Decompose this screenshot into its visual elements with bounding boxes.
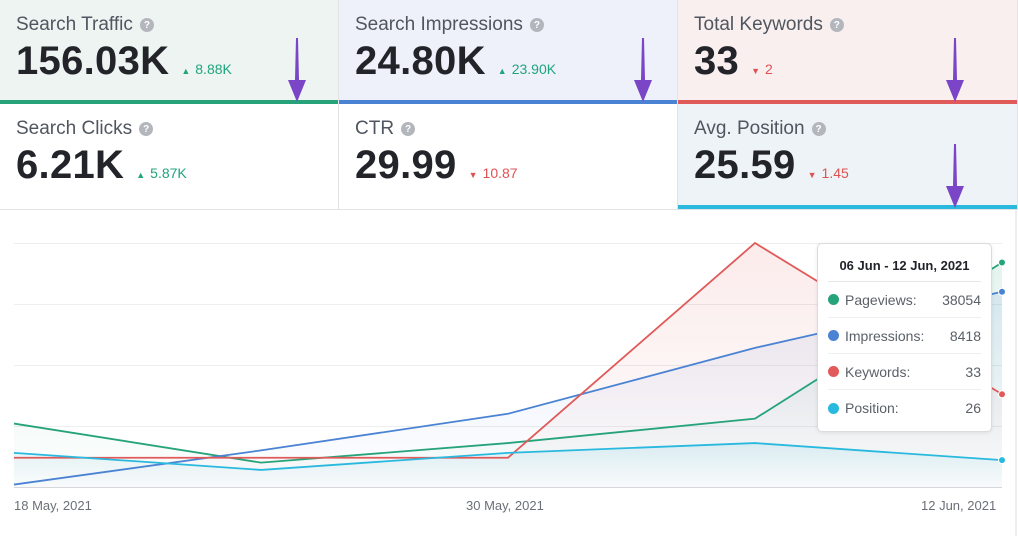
arrow-down-icon	[288, 38, 306, 102]
legend-dot-icon	[828, 294, 839, 305]
card-value: 156.03K	[16, 39, 170, 83]
scrollbar[interactable]	[1015, 210, 1017, 536]
card-delta: ▲ 8.88K	[181, 61, 232, 77]
stat-card-search-impressions[interactable]: Search Impressions? 24.80K ▲ 23.90K	[339, 0, 678, 104]
arrow-down-icon	[634, 38, 652, 102]
card-label: Total Keywords	[694, 14, 823, 35]
triangle-down-icon: ▼	[468, 170, 478, 180]
card-label: Search Impressions	[355, 14, 523, 35]
stat-card-total-keywords[interactable]: Total Keywords? 33 ▼ 2	[678, 0, 1018, 104]
x-tick-label: 30 May, 2021	[466, 498, 544, 513]
tooltip-row: Impressions: 8418	[828, 318, 981, 354]
gridline	[14, 365, 1002, 366]
card-value: 6.21K	[16, 143, 125, 187]
tooltip-row: Keywords: 33	[828, 354, 981, 390]
tooltip-label: Pageviews:	[845, 291, 917, 308]
tooltip-label: Keywords:	[845, 363, 911, 380]
delta-value: 5.87K	[150, 165, 187, 181]
triangle-up-icon: ▲	[181, 66, 191, 76]
arrow-down-icon	[946, 144, 964, 208]
gridline	[14, 304, 1002, 305]
card-label: Search Clicks	[16, 118, 133, 139]
help-icon[interactable]: ?	[811, 122, 826, 136]
card-delta: ▲ 23.90K	[498, 61, 556, 77]
delta-value: 10.87	[482, 165, 518, 181]
active-indicator	[678, 100, 1017, 104]
arrow-down-icon	[946, 38, 964, 102]
help-icon[interactable]: ?	[529, 18, 544, 32]
active-indicator	[678, 205, 1017, 209]
help-icon[interactable]: ?	[139, 18, 154, 32]
triangle-up-icon: ▲	[497, 66, 507, 76]
card-value: 33	[694, 39, 740, 83]
series-area-position	[14, 443, 1002, 487]
legend-dot-icon	[828, 330, 839, 341]
data-point-pageviews[interactable]	[998, 258, 1006, 267]
active-indicator	[0, 100, 338, 104]
help-icon[interactable]: ?	[829, 18, 844, 32]
card-delta: ▼ 2	[751, 61, 773, 77]
tooltip-value: 8418	[949, 327, 981, 344]
card-label: Search Traffic	[16, 14, 133, 35]
delta-value: 2	[765, 61, 773, 77]
stat-card-search-traffic[interactable]: Search Traffic? 156.03K ▲ 8.88K	[0, 0, 339, 104]
help-icon[interactable]: ?	[139, 122, 154, 136]
x-axis	[14, 487, 1002, 488]
x-tick-label: 18 May, 2021	[14, 498, 92, 513]
triangle-up-icon: ▲	[136, 170, 146, 180]
tooltip-value: 33	[965, 363, 981, 380]
tooltip-row: Position: 26	[828, 390, 981, 426]
card-value: 24.80K	[355, 39, 486, 83]
data-point-impressions[interactable]	[998, 287, 1006, 296]
triangle-down-icon: ▼	[751, 66, 761, 76]
delta-value: 1.45	[821, 165, 849, 181]
x-tick-label: 12 Jun, 2021	[921, 498, 997, 513]
triangle-down-icon: ▼	[807, 170, 817, 180]
stat-card-search-clicks[interactable]: Search Clicks? 6.21K ▲ 5.87K	[0, 104, 339, 210]
tooltip-value: 26	[965, 400, 981, 416]
stat-card-ctr[interactable]: CTR? 29.99 ▼ 10.87	[339, 104, 678, 210]
tooltip-value: 38054	[942, 291, 981, 308]
card-value: 25.59	[694, 143, 796, 187]
delta-value: 8.88K	[195, 61, 232, 77]
card-delta: ▼ 10.87	[469, 165, 518, 181]
card-label: CTR	[355, 118, 395, 139]
help-icon[interactable]: ?	[401, 122, 416, 136]
card-delta: ▼ 1.45	[808, 165, 849, 181]
tooltip-label: Impressions:	[845, 327, 925, 344]
chart-tooltip: 06 Jun - 12 Jun, 2021 Pageviews: 38054 Imp…	[817, 243, 992, 432]
legend-dot-icon	[828, 402, 839, 414]
gridline	[14, 243, 1002, 244]
card-value: 29.99	[355, 143, 457, 187]
data-point-keywords[interactable]	[998, 390, 1006, 399]
card-delta: ▲ 5.87K	[136, 165, 187, 181]
delta-value: 23.90K	[511, 61, 557, 77]
series-area-keywords	[14, 243, 1002, 487]
active-indicator	[339, 100, 677, 104]
series-line-position	[13, 442, 1003, 471]
tooltip-title: 06 Jun - 12 Jun, 2021	[828, 244, 981, 282]
data-point-position[interactable]	[998, 456, 1006, 465]
legend-dot-icon	[828, 366, 839, 377]
tooltip-row: Pageviews: 38054	[828, 282, 981, 318]
tooltip-label: Position:	[845, 400, 899, 416]
card-label: Avg. Position	[694, 118, 805, 139]
